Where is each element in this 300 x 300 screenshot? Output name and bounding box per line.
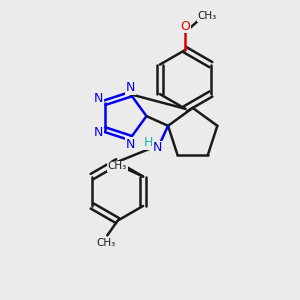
Text: N: N	[94, 126, 103, 139]
Text: CH₃: CH₃	[108, 161, 127, 171]
Text: H: H	[143, 136, 153, 149]
Text: CH₃: CH₃	[198, 11, 217, 21]
Text: O: O	[180, 20, 190, 33]
Text: N: N	[153, 141, 162, 154]
Text: N: N	[126, 81, 135, 94]
Text: N: N	[94, 92, 103, 105]
Text: N: N	[126, 138, 135, 151]
Text: CH₃: CH₃	[96, 238, 116, 248]
